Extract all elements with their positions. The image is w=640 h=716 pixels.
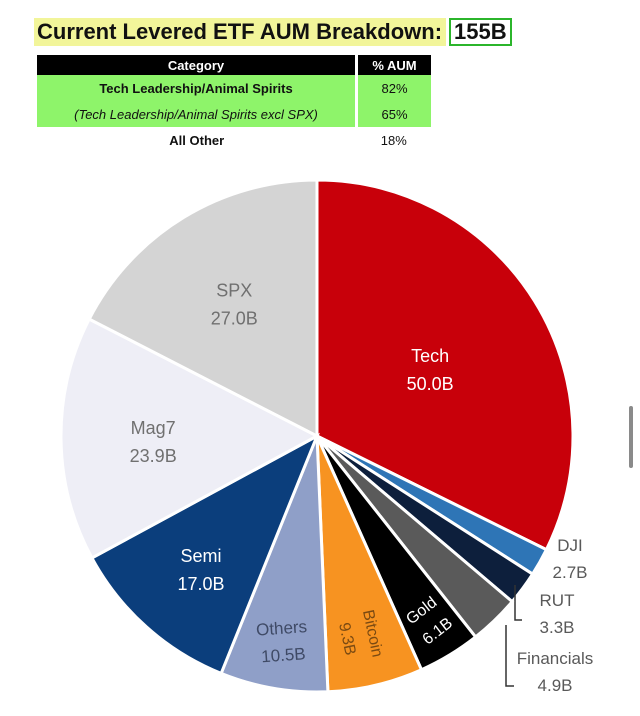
slice-name-label: Others xyxy=(255,617,307,640)
slice-label-group-mag7: Mag7 23.9B xyxy=(130,418,177,466)
table-row: (Tech Leadership/Animal Spirits excl SPX… xyxy=(37,101,431,127)
scrollbar-handle[interactable] xyxy=(629,406,633,468)
slice-value-label: 10.5B xyxy=(261,644,307,666)
header-pct-aum: % AUM xyxy=(355,55,431,75)
slice-value-label: 9.3B xyxy=(335,621,358,657)
chart-title: Current Levered ETF AUM Breakdown: xyxy=(34,18,447,46)
slice-label-group-dji: DJI 2.7B xyxy=(553,536,588,582)
row-pct: 18% xyxy=(380,132,407,148)
row-pct: 65% xyxy=(355,101,431,127)
slice-name-label: RUT xyxy=(540,591,575,610)
table-row: All Other 18% xyxy=(37,127,431,153)
slice-name-label: Financials xyxy=(517,649,594,668)
slice-name-label: Tech xyxy=(411,346,449,366)
leader-line-rut xyxy=(514,585,522,621)
slice-value-label: 3.3B xyxy=(540,618,575,637)
slice-label-group-rut: RUT 3.3B xyxy=(540,591,575,637)
pie-slice-semi xyxy=(89,432,320,676)
slice-label-group-spx: SPX 27.0B xyxy=(211,281,258,329)
header-category: Category xyxy=(37,55,357,75)
slice-name-label: DJI xyxy=(557,536,583,555)
slice-value-label: 50.0B xyxy=(407,374,454,394)
table-row: Tech Leadership/Animal Spirits 82% xyxy=(37,75,431,101)
slice-value-label: 23.9B xyxy=(130,446,177,466)
slice-label-group-semi: Semi 17.0B xyxy=(178,546,225,594)
row-pct: 82% xyxy=(355,75,431,101)
leader-line-financials xyxy=(505,625,514,687)
pie-slice-others xyxy=(219,435,330,694)
slice-label-group-financials: Financials 4.9B xyxy=(517,649,594,695)
table-header-row: Category % AUM xyxy=(37,55,431,75)
pie-slice-tech xyxy=(315,178,575,552)
pie-slice-spx xyxy=(87,178,319,439)
aum-summary-table: Category % AUM Tech Leadership/Animal Sp… xyxy=(37,55,431,153)
slice-label-group-tech: Tech 50.0B xyxy=(407,346,454,394)
slice-label-group-others: Others 10.5B xyxy=(255,617,307,666)
slice-value-label: 2.7B xyxy=(553,563,588,582)
slice-value-label: 4.9B xyxy=(538,676,573,695)
slice-value-label: 27.0B xyxy=(211,309,258,329)
row-category: (Tech Leadership/Animal Spirits excl SPX… xyxy=(37,101,357,127)
slice-name-label: SPX xyxy=(216,281,252,301)
row-category: Tech Leadership/Animal Spirits xyxy=(37,75,357,101)
pie-slice-mag7 xyxy=(59,317,321,560)
slice-value-label: 17.0B xyxy=(178,574,225,594)
chart-title-bar: Current Levered ETF AUM Breakdown: 155B xyxy=(34,18,512,46)
total-aum-badge: 155B xyxy=(449,18,512,46)
slice-name-label: Mag7 xyxy=(131,418,176,438)
row-category: All Other xyxy=(169,132,225,148)
slice-name-label: Semi xyxy=(181,546,222,566)
